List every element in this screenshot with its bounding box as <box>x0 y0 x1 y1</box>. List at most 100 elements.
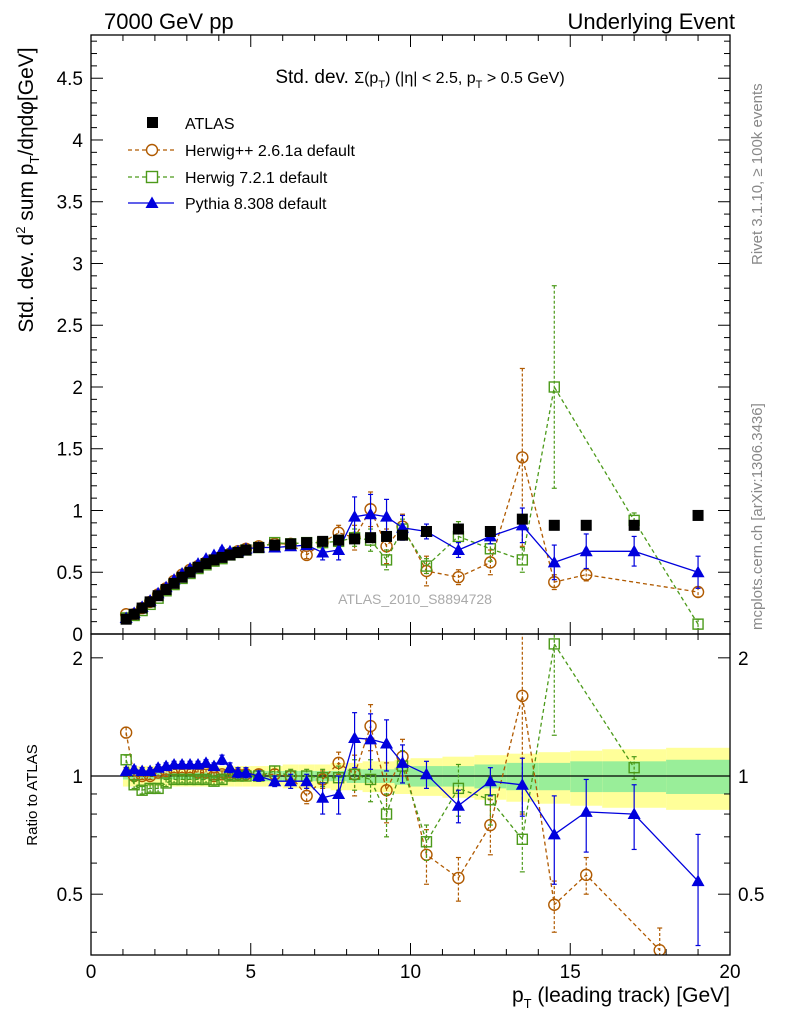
ratio-pythia-8-308-default-point <box>451 799 465 811</box>
legend-marker-atlas <box>147 117 158 128</box>
ratio-pythia-8-308-default-point <box>252 769 266 782</box>
y-tick-label: 2 <box>72 378 83 399</box>
main-atlas-point <box>200 558 212 570</box>
ratio-pythia-8-308-default-point <box>207 759 221 772</box>
main-pythia-8-308-default-point <box>547 555 561 568</box>
ratio-pythia-8-308-default-point <box>547 827 561 840</box>
ratio-pythia-8-308-default-point <box>419 767 433 780</box>
title-rest: ) (|η| < 2.5, p <box>385 70 476 87</box>
y-tick-label: 4 <box>72 131 83 152</box>
legend-label-herwig7: Herwig 7.2.1 default <box>185 170 328 187</box>
y-tick-label: 3 <box>72 254 83 275</box>
main-atlas-point <box>381 530 393 542</box>
main-herwig-2-6-1a-default-series <box>119 367 705 621</box>
main-atlas-point <box>136 602 148 614</box>
ratio-herwig-7-2-1-default-point <box>192 773 204 786</box>
header-right-label: Underlying Event <box>567 9 735 34</box>
main-herwig-2-6-1a-default-point <box>516 451 529 464</box>
main-atlas-point <box>365 532 377 544</box>
main-pythia-8-308-default-point <box>579 544 593 557</box>
main-pythia-8-308-default-point <box>364 507 378 520</box>
main-y-axis-label: Std. dev. d2 sum pT/dηdφ[GeV] <box>13 47 42 332</box>
main-atlas-point <box>253 542 265 554</box>
legend-label-atlas: ATLAS <box>185 116 235 133</box>
ylabel-sup: 2 <box>13 227 28 234</box>
ratio-herwig-7-2-1-default-point <box>208 775 220 787</box>
main-atlas-point <box>269 539 281 551</box>
ratio-herwig-7-2-1-default-point <box>628 761 640 774</box>
main-herwig-7-2-1-default-point <box>692 618 704 630</box>
legend-label-herwigpp: Herwig++ 2.6.1a default <box>185 143 355 160</box>
ratio-herwig-7-2-1-default-line <box>125 642 635 844</box>
main-atlas-point <box>349 533 361 545</box>
ratio-herwig-7-2-1-default-point <box>184 773 196 786</box>
main-herwig-7-2-1-default-point <box>516 554 529 566</box>
legend-marker-pythia <box>145 196 159 208</box>
ratio-series-layer <box>119 634 705 955</box>
ratio-herwig-7-2-1-default-point <box>364 773 377 786</box>
main-atlas-point <box>208 554 220 566</box>
main-herwig-7-2-1-default-point <box>548 381 560 393</box>
x-tick-label: 15 <box>560 962 581 983</box>
main-atlas-point <box>160 584 172 596</box>
y-tick-label: 4.5 <box>57 69 83 90</box>
xlabel-part-b: (leading track) [GeV] <box>532 984 730 1007</box>
ratio-pythia-8-308-default-point <box>483 774 497 787</box>
ratio-pythia-8-308-default-point <box>223 761 237 773</box>
ratio-axis-ticks: 0.5 0.51 12 20 5 10 15 20 <box>57 634 764 983</box>
main-atlas-point <box>317 535 329 547</box>
ratio-herwig-7-2-1-default-point <box>144 782 156 795</box>
header-left-label: 7000 GeV pp <box>104 9 234 34</box>
x-axis-label: pT (leading track) [GeV] <box>512 984 730 1011</box>
ratio-herwig-2-6-1a-default-line <box>125 695 661 951</box>
main-plot-panel: 00.511.522.533.544.5 Std. dev. Σ(pT) (|η… <box>13 34 731 646</box>
x-tick-label: 5 <box>245 962 256 983</box>
ratio-pythia-8-308-default-point <box>143 764 157 776</box>
ratio-herwig-7-2-1-default-point <box>200 773 212 786</box>
main-atlas-point <box>301 537 313 549</box>
main-atlas-point <box>232 546 244 558</box>
ratio-plot-panel: 0.5 0.51 12 20 5 10 15 20 Ratio to ATLAS pT (le… <box>24 633 764 1011</box>
ratio-pythia-8-308-default-point <box>579 805 593 817</box>
main-pythia-8-308-default-point <box>348 510 362 522</box>
x-tick-label: 20 <box>719 962 740 983</box>
legend-entry-pythia: Pythia 8.308 default <box>128 196 327 213</box>
main-atlas-point <box>628 519 640 531</box>
main-atlas-point <box>184 566 196 578</box>
main-atlas-point <box>144 596 156 608</box>
ratio-herwig-2-6-1a-default-point <box>300 789 313 803</box>
ratio-y-tick-label-right: 1 <box>738 767 749 788</box>
ratio-herwig-7-2-1-default-point <box>548 638 560 650</box>
ratio-herwig-2-6-1a-default-point <box>452 871 465 885</box>
main-herwig-2-6-1a-default-point <box>580 568 593 581</box>
main-atlas-point <box>333 534 345 546</box>
ylabel-part-a: Std. dev. d <box>15 234 38 333</box>
main-herwig-7-2-1-default-line <box>125 385 699 625</box>
main-atlas-series <box>120 509 704 625</box>
y-tick-label: 0 <box>72 625 83 646</box>
main-atlas-point <box>285 538 297 550</box>
ratio-herwig-7-2-1-default-point <box>176 773 188 786</box>
main-pythia-8-308-default-point <box>627 544 641 557</box>
y-tick-label: 3.5 <box>57 193 83 214</box>
title-sigma: Σ(p <box>354 70 378 87</box>
ratio-pythia-8-308-default-point <box>300 774 314 787</box>
main-pythia-8-308-default-point <box>451 543 465 556</box>
ratio-herwig-7-2-1-default-series <box>120 634 640 873</box>
ratio-pythia-8-308-default-point <box>316 791 330 803</box>
title-sub-t: T <box>378 79 385 91</box>
ylabel-part-c: /dηdφ[GeV] <box>15 47 38 155</box>
main-atlas-point <box>192 561 204 573</box>
ratio-pythia-8-308-default-point <box>396 756 410 768</box>
main-pythia-8-308-default-point <box>380 510 394 522</box>
main-atlas-point <box>452 523 464 535</box>
ratio-y-tick-label-right: 2 <box>738 649 749 670</box>
ratio-herwig-7-2-1-default-point <box>168 773 180 786</box>
ratio-pythia-8-308-default-point <box>127 762 141 775</box>
ratio-herwig-2-6-1a-default-point <box>548 898 561 911</box>
legend-entry-herwigpp: Herwig++ 2.6.1a default <box>128 143 355 160</box>
main-atlas-point <box>484 525 496 537</box>
x-tick-label: 0 <box>86 962 97 983</box>
ratio-pythia-8-308-default-series <box>119 712 705 947</box>
